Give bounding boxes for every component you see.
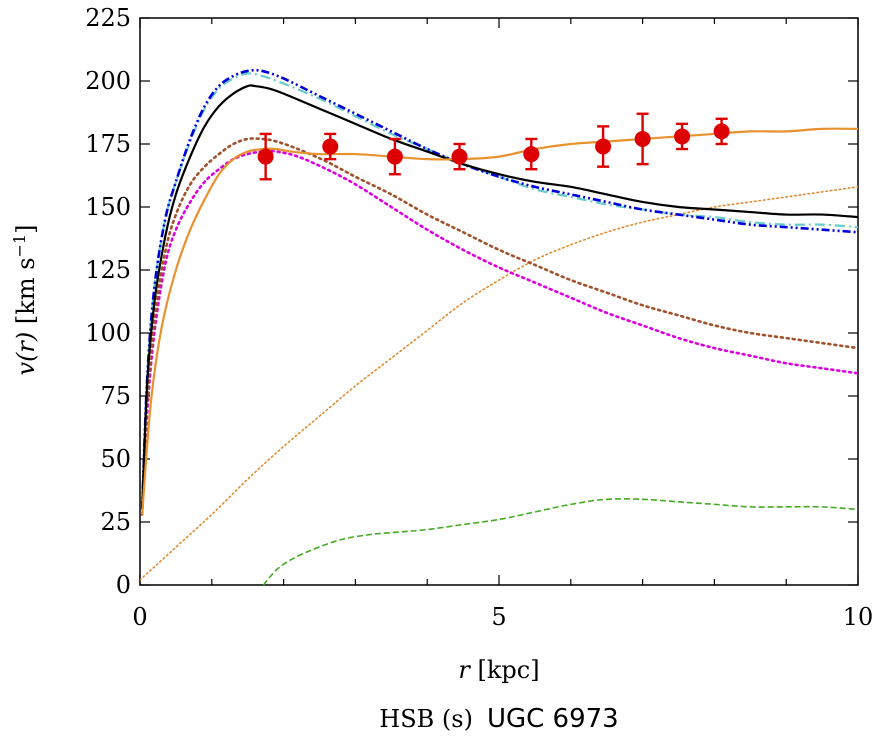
y-tick-label: 125 — [85, 256, 131, 284]
x-tick-label: 5 — [491, 603, 506, 631]
galaxy-name: UGC 6973 — [487, 704, 619, 734]
y-tick-label: 175 — [85, 130, 131, 158]
x-axis-label: r [kpc] — [458, 656, 539, 684]
y-tick-label: 200 — [85, 67, 131, 95]
series-blue-dash-dot — [140, 68, 858, 510]
data-marker — [523, 146, 540, 163]
x-tick-label: 10 — [843, 603, 874, 631]
series-brown-dotted — [140, 137, 858, 516]
plot-border — [139, 17, 859, 586]
series-cyan-dash-dot — [141, 72, 858, 510]
data-point — [595, 125, 612, 168]
data-point — [322, 132, 339, 161]
chart-caption: HSB (s) UGC 6973 — [379, 704, 618, 734]
y-tick-label: 100 — [85, 319, 131, 347]
series-layer — [140, 68, 858, 585]
data-marker — [386, 148, 403, 165]
galaxy-category: HSB (s) — [379, 705, 473, 733]
data-marker — [257, 148, 274, 165]
data-point — [713, 117, 730, 146]
y-tick-label: 150 — [85, 193, 131, 221]
y-tick-label: 225 — [85, 4, 131, 32]
data-point — [674, 122, 691, 151]
y-tick-label: 75 — [100, 382, 131, 410]
data-point — [523, 137, 540, 171]
data-marker — [713, 123, 730, 140]
y-tick-label: 25 — [100, 508, 131, 536]
y-tick-label: 0 — [116, 571, 131, 599]
series-total-baryonic — [141, 84, 858, 510]
data-marker — [595, 138, 612, 155]
data-marker — [451, 148, 468, 165]
data-point — [634, 112, 651, 166]
series-magenta-dotted — [140, 149, 858, 516]
y-tick-label: 50 — [100, 445, 131, 473]
x-tick-label: 0 — [132, 603, 147, 631]
data-point — [451, 142, 468, 171]
y-axis-label: v(r) [km s−1] — [10, 225, 40, 376]
series-orange-dotted — [140, 186, 858, 581]
data-point — [257, 132, 274, 181]
data-marker — [322, 138, 339, 155]
series-model-fit — [141, 127, 858, 515]
series-gas-dashed — [262, 498, 858, 585]
observed-points — [257, 112, 730, 181]
data-marker — [634, 130, 651, 147]
axes-frame — [139, 17, 859, 586]
data-marker — [674, 128, 691, 145]
axis-ticks: 0 25 50 75 100 125 150 175 200 225 0 5 10 — [85, 4, 873, 631]
data-point — [386, 137, 403, 176]
